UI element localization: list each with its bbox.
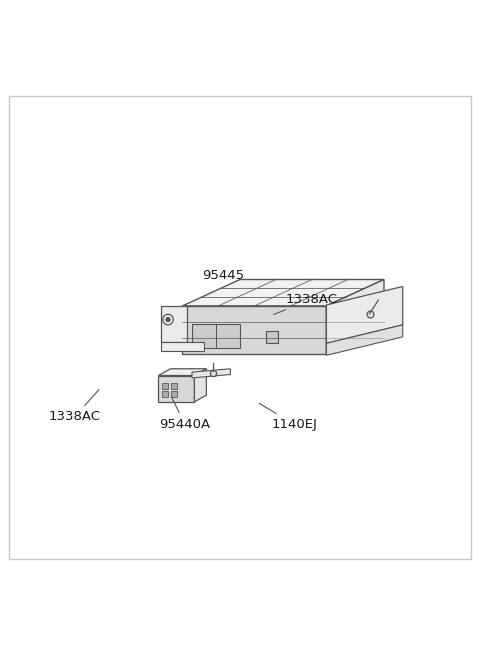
Text: 1338AC: 1338AC <box>48 390 100 424</box>
Polygon shape <box>326 280 384 354</box>
Bar <box>161 342 204 350</box>
Text: 1140EJ: 1140EJ <box>259 403 317 431</box>
Bar <box>161 306 187 342</box>
Polygon shape <box>192 369 230 378</box>
Polygon shape <box>158 375 194 402</box>
Circle shape <box>166 318 170 322</box>
Bar <box>266 331 278 343</box>
Bar <box>192 324 240 348</box>
Text: 95445: 95445 <box>202 269 244 282</box>
Bar <box>162 391 168 397</box>
Polygon shape <box>326 325 403 356</box>
Polygon shape <box>182 306 326 354</box>
Text: 1338AC: 1338AC <box>274 293 337 314</box>
Bar <box>171 391 177 397</box>
Bar <box>162 383 168 389</box>
Text: 95440A: 95440A <box>159 397 210 431</box>
Polygon shape <box>194 369 206 402</box>
Polygon shape <box>182 280 384 306</box>
Bar <box>171 383 177 389</box>
Polygon shape <box>158 369 206 375</box>
Polygon shape <box>326 286 403 343</box>
